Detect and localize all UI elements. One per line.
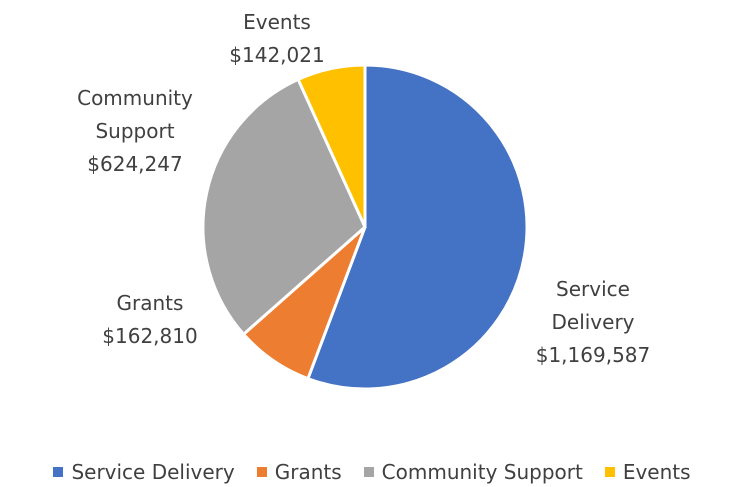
legend-swatch bbox=[256, 467, 267, 477]
legend-swatch bbox=[604, 467, 615, 477]
legend-swatch bbox=[53, 467, 64, 477]
legend-label: Service Delivery bbox=[71, 460, 235, 484]
data-label: Grants $162,810 bbox=[75, 287, 225, 353]
label-value: $1,169,587 bbox=[535, 343, 651, 367]
legend-item: Community Support bbox=[363, 458, 583, 486]
label-category: Events bbox=[243, 10, 311, 34]
label-value: $162,810 bbox=[102, 324, 198, 348]
data-label: Community Support $624,247 bbox=[60, 82, 210, 181]
pie-slice bbox=[305, 63, 529, 391]
legend-item: Grants bbox=[256, 458, 342, 486]
data-label: Service Delivery $1,169,587 bbox=[533, 273, 653, 372]
legend-swatch bbox=[363, 467, 374, 477]
pie-slice bbox=[296, 63, 367, 228]
label-value: $624,247 bbox=[87, 152, 183, 176]
legend-item: Events bbox=[604, 458, 691, 486]
label-category: Community Support bbox=[77, 86, 193, 143]
legend-label: Grants bbox=[274, 460, 342, 484]
label-value: $142,021 bbox=[229, 43, 325, 67]
legend-label: Events bbox=[622, 460, 691, 484]
legend-item: Service Delivery bbox=[53, 458, 235, 486]
pie-slice bbox=[201, 77, 367, 337]
legend-label: Community Support bbox=[381, 460, 583, 484]
label-category: Service Delivery bbox=[551, 277, 635, 334]
label-category: Grants bbox=[116, 291, 184, 315]
legend: Service Delivery Grants Community Support E… bbox=[0, 458, 744, 486]
data-label: Events $142,021 bbox=[202, 6, 352, 72]
